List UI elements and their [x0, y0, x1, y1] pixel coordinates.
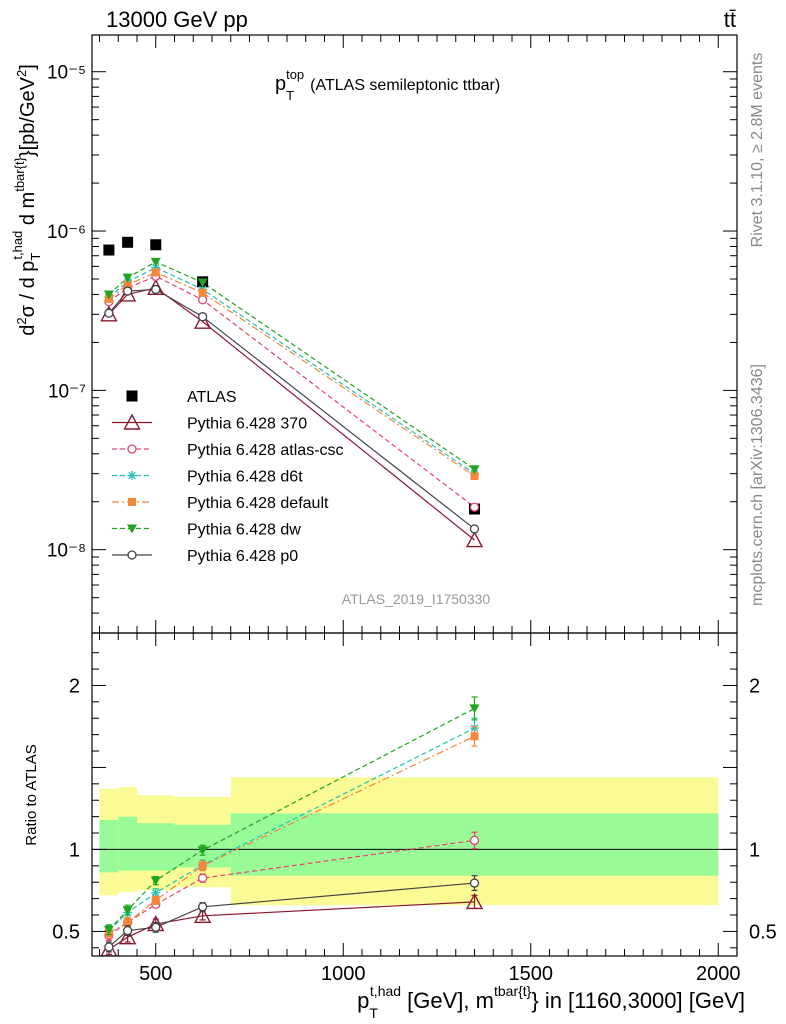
ratio-panel-frame: [91, 632, 738, 957]
legend-label: Pythia 6.428 default: [187, 495, 329, 512]
ratio-y-tick-label: 0.5: [52, 921, 80, 943]
legend-marker: [123, 413, 141, 430]
ratio-inner-band: [118, 816, 137, 871]
legend-label: ATLAS: [187, 389, 237, 406]
ratio-data-point: [150, 876, 161, 886]
ratio-data-point: [104, 942, 114, 952]
main-data-point: [193, 312, 212, 329]
main-data-point: [469, 502, 480, 512]
mcplots-label: mcplots.cern.ch [arXiv:1306.3436]: [749, 364, 766, 606]
legend-marker: [127, 444, 137, 454]
process-label: tt̄: [724, 7, 736, 32]
ratio-data-point: [122, 906, 133, 916]
main-data-point: [151, 284, 161, 295]
ratio-data-point: [197, 902, 208, 912]
ratio-uncertainty-bands: [92, 777, 737, 906]
ratio-y-tick-label-right: 0.5: [749, 921, 777, 943]
main-data-point: [118, 285, 137, 302]
main-y-tick-label: 10⁻⁸: [47, 541, 86, 562]
beam-label: 13000 GeV pp: [106, 7, 248, 32]
main-data-point: [469, 524, 480, 534]
legend-marker: [127, 550, 137, 560]
main-series-line: [108, 266, 475, 475]
main-data-point: [150, 239, 162, 251]
ratio-y-tick-label-right: 2: [749, 675, 760, 697]
main-y-tick-label: 10⁻⁷: [48, 381, 86, 402]
main-data-point: [122, 273, 133, 283]
main-y-tick-label: 10⁻⁶: [47, 222, 86, 243]
main-data-point: [103, 244, 115, 256]
ratio-y-tick-label: 1: [69, 839, 80, 861]
ratio-data-point: [197, 873, 208, 883]
ratio-y-axis-label: Ratio to ATLAS: [23, 744, 40, 845]
main-data-point: [123, 280, 132, 289]
main-panel-frame: [91, 34, 738, 634]
main-data-point: [465, 531, 484, 548]
legend-label: Pythia 6.428 atlas-csc: [187, 442, 344, 459]
legend-marker: [128, 498, 136, 506]
ratio-data-point: [193, 906, 212, 924]
main-data-point: [197, 295, 208, 305]
main-data-point: [150, 257, 161, 267]
main-y-axis-label: d2σ / d pTt,had d mtbar{t}}[pb/GeV2]: [10, 64, 43, 336]
ratio-data-point: [469, 878, 480, 888]
main-markers: [100, 236, 484, 548]
x-axis-label: pTt,had [GeV], mtbar{t}} in [1160,3000] …: [357, 983, 745, 1021]
main-series-line: [108, 271, 475, 477]
main-data-point: [469, 465, 480, 475]
x-tick-label: 1000: [321, 963, 366, 985]
series-markers: [100, 236, 484, 956]
x-tick-label: 1500: [509, 963, 554, 985]
main-series-line: [108, 275, 475, 508]
legend-marker: [127, 524, 137, 534]
legend: ATLAS Pythia 6.428 370 Pythia 6.428 atlas-…: [112, 389, 344, 565]
main-data-point: [470, 472, 479, 481]
main-data-point: [122, 236, 134, 248]
legend-label: Pythia 6.428 p0: [187, 548, 298, 565]
rivet-label: Rivet 3.1.10, ≥ 2.8M events: [749, 53, 766, 248]
ratio-data-point: [151, 888, 161, 898]
ratio-data-point: [470, 732, 479, 741]
ratio-data-point: [118, 928, 137, 945]
x-tick-label: 2000: [696, 963, 741, 985]
main-data-point: [197, 278, 208, 288]
legend-marker: [127, 471, 137, 480]
legend-marker: [126, 390, 138, 402]
main-data-point: [197, 312, 208, 322]
main-data-point: [198, 288, 207, 297]
ratio-markers: [100, 696, 484, 956]
main-data-point: [103, 290, 114, 300]
ratio-data-point: [198, 861, 207, 870]
main-y-tick-label: 10⁻⁵: [47, 63, 86, 84]
ratio-data-point: [469, 835, 480, 846]
ratio-data-point: [197, 846, 208, 856]
analysis-label: ATLAS_2019_I1750330: [342, 591, 491, 607]
ratio-series-line: [108, 735, 475, 934]
ratio-y-tick-label: 2: [69, 675, 80, 697]
main-series-line: [108, 288, 475, 530]
ratio-series-line: [108, 901, 475, 950]
ratio-data-point: [103, 925, 114, 935]
main-data-point: [122, 286, 133, 296]
axes: 500 1000 1500 2000 10⁻⁸ 10⁻⁷ 10⁻⁶ 10⁻⁵ 0.5 0.5 1 1 2…: [47, 34, 777, 985]
ratio-data-point: [151, 922, 161, 932]
main-title: pTtop(ATLAS semileptonic ttbar): [275, 67, 500, 103]
x-tick-label: 500: [139, 963, 172, 985]
legend-label: Pythia 6.428 370: [187, 416, 307, 433]
main-data-point: [104, 308, 114, 318]
ratio-data-point: [123, 918, 132, 927]
ratio-data-point: [122, 925, 133, 936]
ratio-data-point: [465, 892, 484, 910]
legend-label: Pythia 6.428 dw: [187, 522, 301, 539]
main-data-point: [151, 268, 160, 277]
ratio-inner-band: [137, 823, 175, 871]
legend-label: Pythia 6.428 d6t: [187, 469, 303, 486]
ratio-data-point: [469, 704, 480, 714]
ratio-inner-band: [99, 819, 119, 873]
ratio-y-tick-label-right: 1: [749, 839, 760, 861]
ratio-data-point: [151, 896, 160, 905]
